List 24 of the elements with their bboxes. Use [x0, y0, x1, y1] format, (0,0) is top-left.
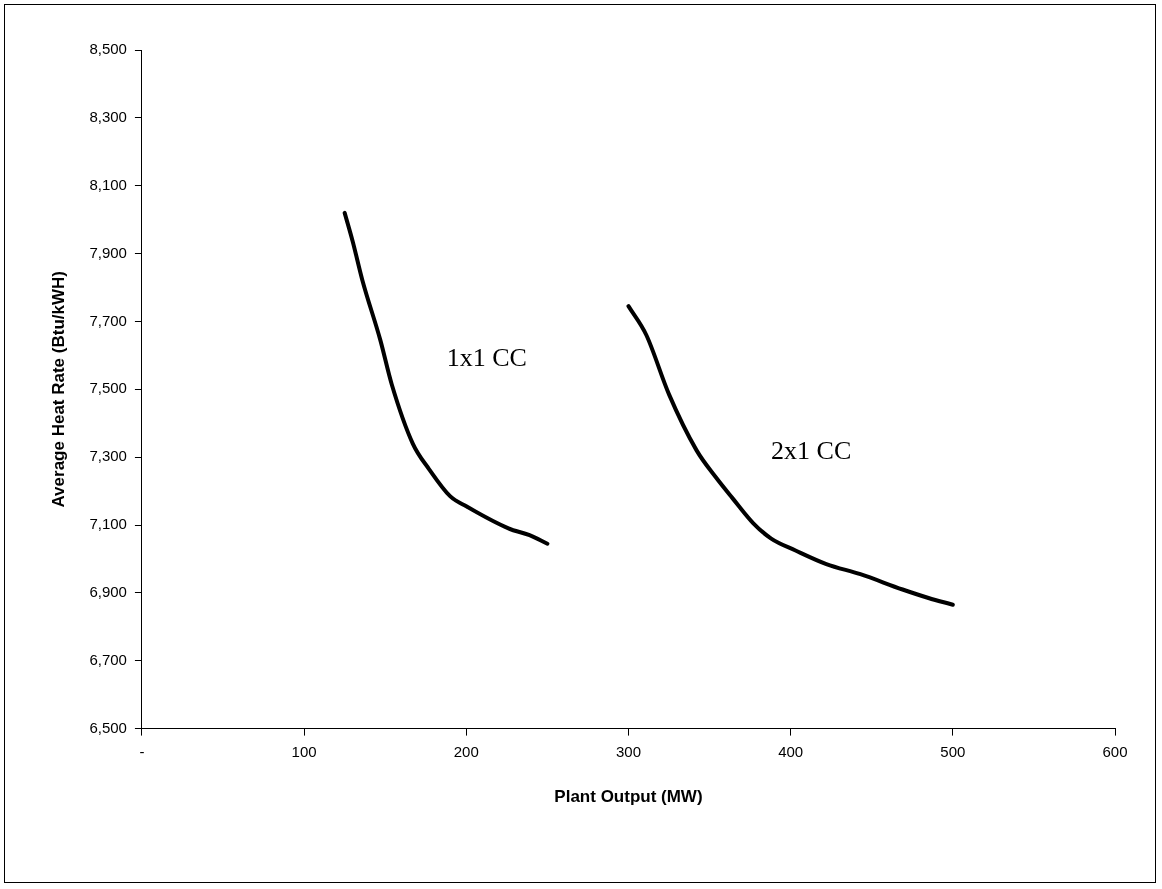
text: 1x1 CC	[446, 343, 527, 373]
x-tick-label: 500	[940, 742, 966, 760]
line-series	[342, 210, 550, 546]
x-tick-label: 200	[453, 742, 479, 760]
x-axis-title: Plant Output (MW)	[554, 787, 703, 807]
y-tick-label: 7,100	[89, 515, 127, 533]
y-tick-label: 6,900	[89, 583, 127, 601]
line-series	[626, 304, 955, 607]
y-tick-label: 7,700	[89, 311, 127, 329]
y-tick-label: 7,500	[89, 379, 127, 397]
y-tick-label: 8,300	[89, 108, 127, 125]
y-tick-label: 8,500	[89, 40, 127, 58]
x-tick-label: 300	[615, 742, 641, 760]
series-label: 2x1 CC	[771, 436, 852, 466]
x-tick-label: 100	[291, 742, 317, 760]
x-tick-label: 400	[778, 742, 804, 760]
y-tick-label: 8,100	[89, 175, 127, 193]
y-tick-label: 7,300	[89, 447, 127, 465]
x-tick-label: -	[139, 742, 145, 760]
y-tick-label: 6,700	[89, 650, 127, 668]
y-tick-label: 7,900	[89, 243, 127, 261]
x-tick-label: 600	[1102, 742, 1128, 760]
y-axis-title: Average Heat Rate (Btu/kWH)	[48, 271, 68, 508]
y-tick-label: 6,500	[89, 718, 127, 736]
